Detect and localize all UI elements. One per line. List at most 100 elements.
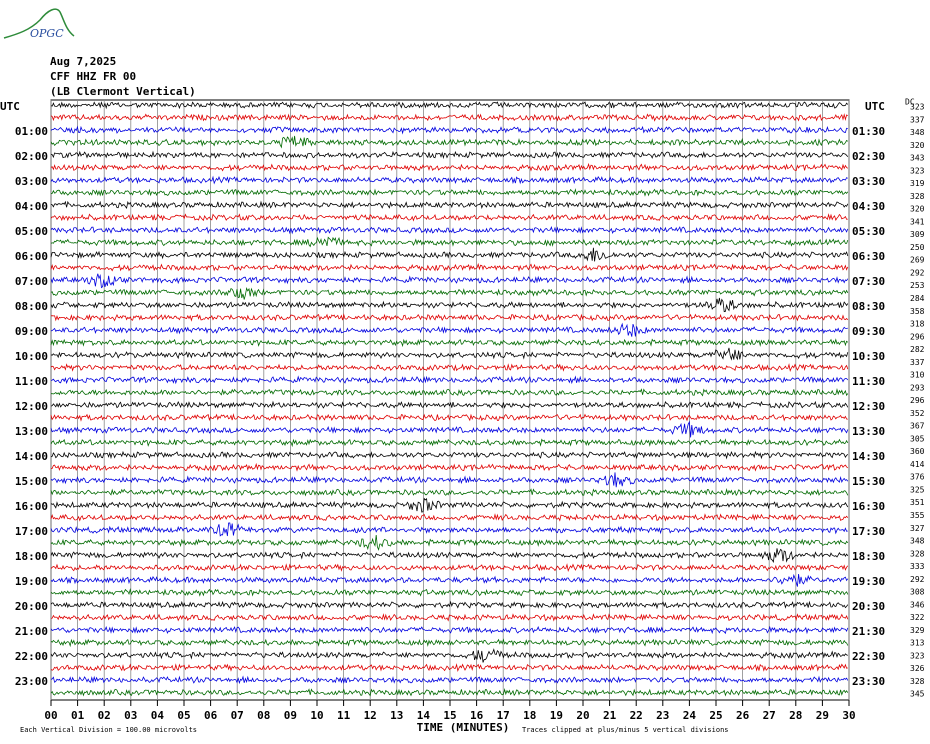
trace <box>50 188 849 197</box>
row-label-left: 02:00 <box>15 150 48 163</box>
dc-value: 322 <box>910 613 925 622</box>
x-tick-label: 05 <box>177 709 190 722</box>
row-label-left: 10:00 <box>15 350 48 363</box>
dc-value: 323 <box>910 166 925 175</box>
x-tick-label: 21 <box>603 709 617 722</box>
dc-label: DC <box>905 98 915 107</box>
x-tick-label: 22 <box>630 709 643 722</box>
dc-value: 269 <box>910 256 925 265</box>
dc-value: 292 <box>910 268 925 277</box>
row-label-right: 19:30 <box>852 575 885 588</box>
x-tick-label: 13 <box>390 709 403 722</box>
x-tick-label: 06 <box>204 709 218 722</box>
dc-value: 296 <box>910 396 925 405</box>
row-label-left: 18:00 <box>15 550 48 563</box>
row-label-left: 07:00 <box>15 275 48 288</box>
row-label-right: 18:30 <box>852 550 885 563</box>
dc-value: 414 <box>910 460 925 469</box>
dc-value: 328 <box>910 677 925 686</box>
x-tick-label: 26 <box>736 709 750 722</box>
x-tick-label: 20 <box>576 709 589 722</box>
x-tick-label: 01 <box>71 709 85 722</box>
trace <box>50 573 849 587</box>
trace <box>50 472 849 488</box>
trace <box>50 262 849 272</box>
dc-value: 341 <box>910 217 925 226</box>
dc-value: 320 <box>910 141 925 150</box>
x-tick-label: 23 <box>656 709 669 722</box>
row-label-left: 19:00 <box>15 575 48 588</box>
trace <box>50 600 849 610</box>
row-label-left: 15:00 <box>15 475 48 488</box>
x-tick-label: 14 <box>417 709 431 722</box>
trace <box>50 420 849 438</box>
dc-value: 305 <box>910 434 925 443</box>
row-label-right: 01:30 <box>852 125 885 138</box>
row-label-right: 10:30 <box>852 350 885 363</box>
dc-value: 319 <box>910 179 925 188</box>
row-label-right: 07:30 <box>852 275 885 288</box>
trace <box>50 648 848 663</box>
x-tick-label: 28 <box>789 709 802 722</box>
x-tick-label: 11 <box>337 709 351 722</box>
dc-value: 326 <box>910 664 925 673</box>
dc-value: 348 <box>910 128 925 137</box>
row-label-right: 15:30 <box>852 475 885 488</box>
trace <box>50 375 849 385</box>
trace <box>50 522 848 537</box>
logo-curve <box>3 8 75 39</box>
dc-value: 250 <box>910 243 925 252</box>
row-label-left: 23:00 <box>15 675 48 688</box>
dc-value: 328 <box>910 192 925 201</box>
row-label-left: 03:00 <box>15 175 48 188</box>
row-label-right: 23:30 <box>852 675 885 688</box>
row-label-right: 16:30 <box>852 500 885 513</box>
dc-value: 376 <box>910 473 925 482</box>
trace <box>50 322 848 337</box>
x-tick-label: 29 <box>816 709 829 722</box>
location: (LB Clermont Vertical) <box>50 85 196 98</box>
trace <box>50 226 849 235</box>
trace <box>50 563 849 573</box>
dc-value: 329 <box>910 626 925 635</box>
trace <box>50 347 849 361</box>
row-label-left: 22:00 <box>15 650 48 663</box>
dc-value: 318 <box>910 320 925 329</box>
dc-value: 337 <box>910 358 925 367</box>
trace <box>50 338 849 348</box>
trace <box>50 162 849 172</box>
x-tick-label: 04 <box>151 709 165 722</box>
utc-right: UTC <box>865 100 885 113</box>
dc-value: 296 <box>910 332 925 341</box>
x-tick-label: 17 <box>497 709 510 722</box>
trace <box>50 400 849 409</box>
row-label-left: 04:00 <box>15 200 48 213</box>
row-label-right: 08:30 <box>852 300 885 313</box>
row-label-right: 13:30 <box>852 425 885 438</box>
dc-value: 253 <box>910 281 925 290</box>
trace <box>50 213 848 222</box>
row-label-right: 02:30 <box>852 150 885 163</box>
dc-value: 346 <box>910 600 925 609</box>
dc-value: 360 <box>910 447 925 456</box>
trace <box>50 150 849 160</box>
x-tick-label: 24 <box>683 709 697 722</box>
dc-value: 343 <box>910 154 925 163</box>
dc-value: 320 <box>910 205 925 214</box>
x-tick-label: 07 <box>231 709 244 722</box>
dc-value: 337 <box>910 115 925 124</box>
trace <box>50 548 849 564</box>
trace <box>50 286 849 300</box>
x-tick-label: 03 <box>124 709 137 722</box>
trace <box>50 125 848 135</box>
dc-value: 355 <box>910 511 925 520</box>
x-axis-label: TIME (MINUTES) <box>417 721 510 734</box>
row-label-right: 06:30 <box>852 250 885 263</box>
trace <box>50 625 849 635</box>
dc-value: 309 <box>910 230 925 239</box>
x-tick-label: 02 <box>98 709 111 722</box>
x-tick-label: 25 <box>709 709 722 722</box>
trace <box>50 488 849 497</box>
row-label-right: 14:30 <box>852 450 885 463</box>
